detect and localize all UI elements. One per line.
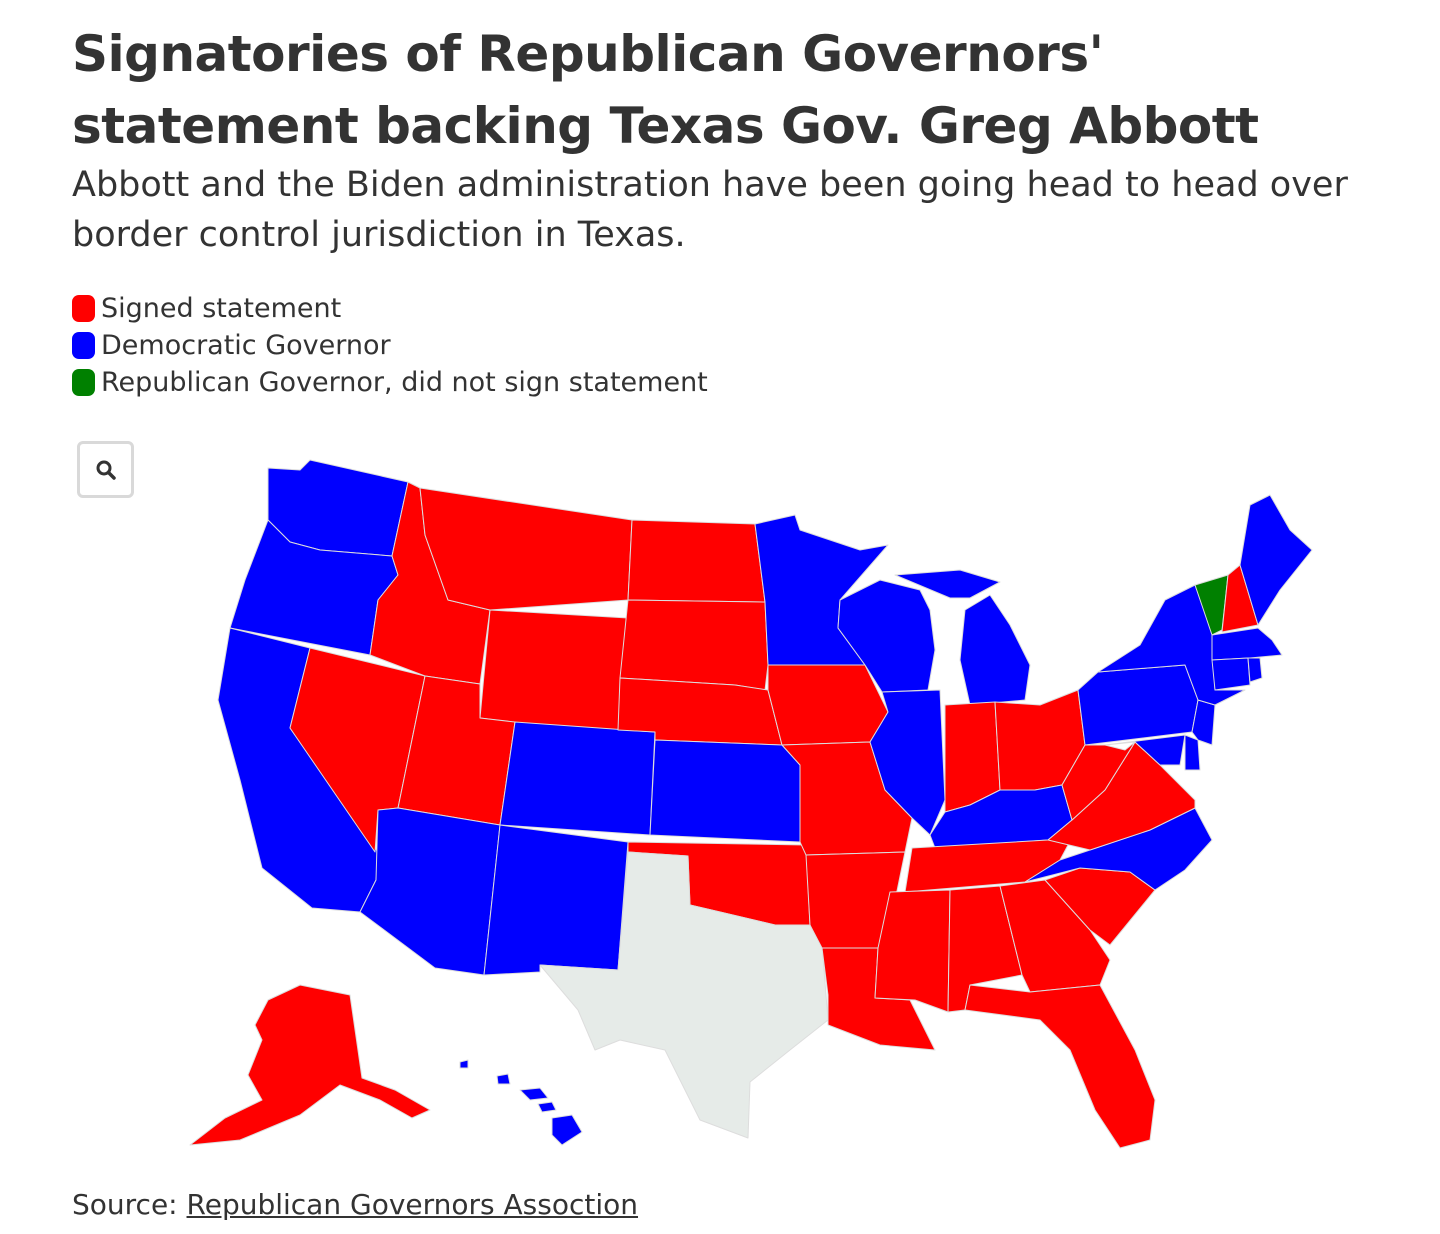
state-kansas[interactable] bbox=[649, 739, 801, 843]
state-rhode-island[interactable] bbox=[1247, 657, 1263, 683]
legend-item-republican-not-signed[interactable]: Republican Governor, did not sign statem… bbox=[72, 364, 708, 401]
state-maine[interactable] bbox=[1239, 494, 1313, 626]
state-massachusetts[interactable] bbox=[1211, 627, 1283, 661]
state-maryland[interactable] bbox=[1104, 734, 1186, 766]
state-arizona[interactable] bbox=[359, 807, 501, 976]
state-florida[interactable] bbox=[964, 984, 1156, 1149]
legend-label-republican-not-signed: Republican Governor, did not sign statem… bbox=[101, 367, 708, 398]
legend-item-signed[interactable]: Signed statement bbox=[72, 290, 708, 327]
state-hawaii[interactable] bbox=[459, 1059, 583, 1146]
legend-swatch-signed bbox=[72, 295, 95, 322]
state-new-mexico[interactable] bbox=[483, 824, 629, 976]
legend-label-democratic: Democratic Governor bbox=[101, 330, 391, 361]
source-link[interactable]: Republican Governors Assoction bbox=[186, 1188, 639, 1221]
state-south-dakota[interactable] bbox=[619, 599, 769, 691]
state-mississippi[interactable] bbox=[874, 889, 951, 1013]
legend-item-democratic[interactable]: Democratic Governor bbox=[72, 327, 708, 364]
state-connecticut[interactable] bbox=[1211, 657, 1251, 691]
state-north-dakota[interactable] bbox=[627, 519, 766, 603]
legend-swatch-republican-not-signed bbox=[72, 369, 95, 396]
legend-label-signed: Signed statement bbox=[101, 293, 342, 324]
state-michigan[interactable] bbox=[894, 569, 1031, 706]
chart-subtitle: Abbott and the Biden administration have… bbox=[72, 165, 1348, 255]
source-prefix: Source: bbox=[72, 1188, 187, 1221]
state-alaska[interactable] bbox=[189, 984, 431, 1146]
state-montana[interactable] bbox=[419, 487, 633, 611]
state-iowa[interactable] bbox=[767, 664, 889, 746]
chart-title: Signatories of Republican Governors' sta… bbox=[72, 25, 1259, 155]
state-north-carolina[interactable] bbox=[1024, 807, 1213, 891]
state-colorado[interactable] bbox=[499, 721, 656, 836]
state-wyoming[interactable] bbox=[479, 609, 629, 736]
legend: Signed statement Democratic Governor Rep… bbox=[72, 290, 708, 401]
state-illinois[interactable] bbox=[869, 689, 946, 836]
zoom-button[interactable] bbox=[77, 441, 134, 498]
state-wisconsin[interactable] bbox=[837, 579, 936, 693]
search-icon bbox=[96, 460, 116, 480]
legend-swatch-democratic bbox=[72, 332, 95, 359]
state-pennsylvania[interactable] bbox=[1077, 664, 1199, 746]
state-delaware[interactable] bbox=[1184, 734, 1201, 771]
source-note: Source: Republican Governors Assoction bbox=[72, 1188, 638, 1221]
state-texas[interactable] bbox=[539, 851, 829, 1139]
